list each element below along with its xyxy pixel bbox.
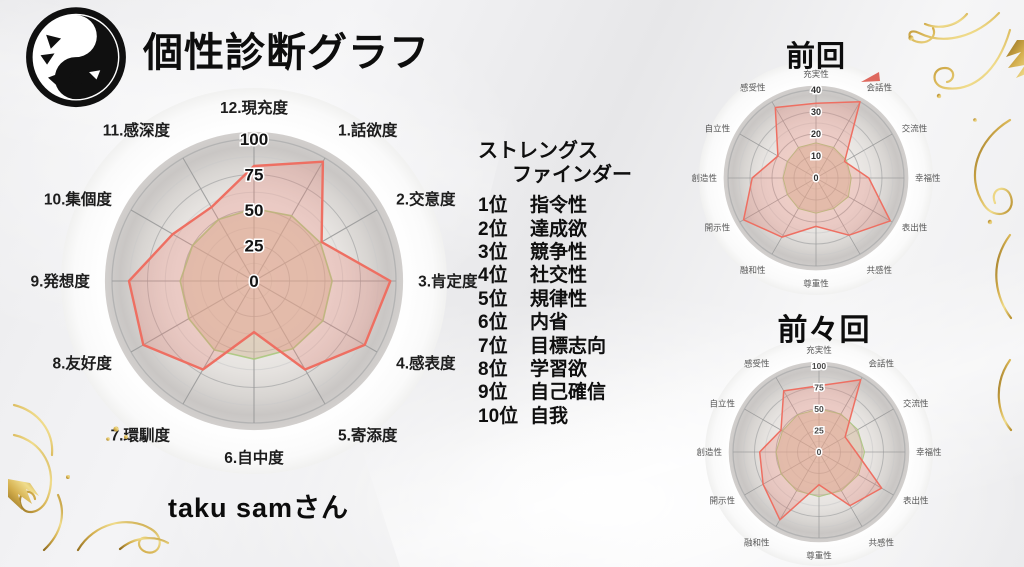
axis-label: 4.感表度 (396, 354, 456, 373)
strength-name: 社交性 (530, 265, 588, 287)
tick-label: 75 (814, 383, 824, 393)
strength-rank: 2位 (478, 218, 508, 240)
tick-label: 0 (249, 272, 258, 291)
strength-rank: 1位 (478, 195, 508, 217)
axis-label: 幸福性 (916, 447, 942, 457)
axis-label: 融和性 (744, 537, 770, 547)
strength-rank: 10位 (478, 405, 519, 427)
strength-name: 達成欲 (530, 218, 588, 240)
strength-row: 1位 指令性 (478, 192, 632, 217)
strength-rank: 5位 (478, 288, 508, 310)
strength-row: 5位 規律性 (478, 286, 632, 310)
tick-label: 50 (814, 404, 824, 414)
tick-label: 100 (240, 130, 268, 149)
strength-row: 7位 目標志向 (478, 332, 632, 357)
axis-label: 自立性 (709, 398, 735, 408)
axis-label: 感受性 (744, 358, 770, 368)
axis-label: 融和性 (740, 265, 766, 275)
user-name-label: taku samさん (168, 493, 350, 523)
tick-label: 0 (817, 447, 822, 457)
axis-label: 共感性 (869, 537, 895, 547)
strength-name: 内省 (530, 312, 569, 334)
radar-chart-main: 12.現充度 1.話欲度 2.交意度 3.肯定度 4.感表度 5.寄添度 6.自中度 7.環馴… (30, 88, 478, 474)
axis-label: 9.発想度 (30, 271, 90, 290)
red-pointer-icon (861, 72, 880, 82)
strength-row: 2位 達成欲 (478, 215, 632, 240)
axis-label: 創造性 (691, 173, 717, 183)
strength-name: 競争性 (530, 241, 588, 263)
axis-label: 7.環馴度 (111, 425, 171, 444)
axis-label: 会話性 (867, 83, 893, 93)
strength-name: 自我 (530, 405, 569, 427)
strength-row: 6位 内省 (478, 309, 632, 334)
gold-corner-ornament-top-right (849, 7, 1024, 554)
axis-label: 表出性 (902, 223, 928, 233)
tick-label: 25 (245, 237, 264, 256)
axis-label: 尊重性 (806, 551, 832, 561)
axis-label: 11.感深度 (103, 121, 171, 140)
axis-label: 5.寄添度 (338, 425, 398, 444)
axis-label: 3.肯定度 (418, 271, 478, 290)
strength-rank: 6位 (478, 312, 508, 334)
strength-rank: 8位 (478, 358, 508, 380)
axis-label: 自立性 (705, 123, 731, 133)
strengths-heading-line2: ファインダー (512, 164, 632, 186)
axis-label: 1.話欲度 (338, 121, 398, 140)
strength-row: 3位 競争性 (478, 239, 632, 263)
strength-rank: 7位 (478, 335, 508, 357)
strengths-heading-line1: ストレングス (478, 140, 598, 162)
strength-row: 8位 学習欲 (478, 356, 632, 380)
chart-title-previous: 前回 (785, 41, 846, 73)
strength-rank: 4位 (478, 265, 508, 287)
axis-label: 充実性 (806, 345, 832, 355)
tick-label: 0 (813, 173, 818, 183)
tick-label: 25 (814, 426, 824, 436)
axis-label: 開示性 (709, 496, 735, 506)
strength-rank: 3位 (478, 241, 508, 263)
axis-label: 10.集個度 (44, 189, 113, 208)
axis-label: 共感性 (867, 265, 893, 275)
strength-row: 9位 自己確信 (478, 379, 632, 404)
strength-name: 規律性 (530, 288, 588, 310)
axis-label: 会話性 (869, 358, 895, 368)
page-title: 個性診断グラフ (143, 31, 430, 75)
strengths-list: 1位 指令性 2位 達成欲 3位 競争性 4位 社交性 5位 規律性 6位 内省 7位 目標志向 8位 学習欲… (478, 192, 632, 427)
axis-label: 8.友好度 (52, 354, 112, 373)
axis-label: 充実性 (803, 69, 829, 79)
dragon-logo-icon (26, 7, 126, 108)
axis-label: 交流性 (902, 124, 928, 134)
axis-label: 表出性 (903, 496, 929, 506)
axis-label: 2.交意度 (396, 189, 456, 208)
tick-label: 40 (811, 85, 821, 95)
tick-label: 75 (245, 166, 264, 185)
axis-label: 創造性 (696, 447, 722, 457)
tick-label: 50 (245, 201, 264, 220)
tick-label: 10 (811, 151, 821, 161)
axis-label: 幸福性 (915, 173, 941, 183)
strength-name: 指令性 (530, 195, 588, 217)
strengths-finder-panel: ストレングス ファインダー 1位 指令性 2位 達成欲 3位 競争性 4位 社交性 5位 規律性 6… (478, 139, 632, 427)
tick-label: 20 (811, 129, 821, 139)
strength-name: 自己確信 (530, 382, 607, 404)
strength-row: 10位 自我 (478, 403, 632, 427)
strength-name: 目標志向 (530, 335, 607, 357)
chart-title-before-previous: 前々回 (777, 314, 871, 347)
axis-label: 開示性 (705, 223, 731, 233)
tick-label: 100 (812, 361, 826, 371)
axis-label: 尊重性 (803, 279, 829, 289)
strength-row: 4位 社交性 (478, 262, 632, 287)
axis-label: 感受性 (740, 83, 766, 93)
axis-label: 12.現充度 (220, 98, 289, 117)
strength-rank: 9位 (478, 382, 508, 404)
strength-name: 学習欲 (530, 358, 588, 380)
tick-label: 30 (811, 107, 821, 117)
axis-label: 交流性 (903, 399, 929, 409)
axis-label: 6.自中度 (224, 448, 284, 467)
gold-corner-ornament-bottom-left (8, 377, 188, 558)
